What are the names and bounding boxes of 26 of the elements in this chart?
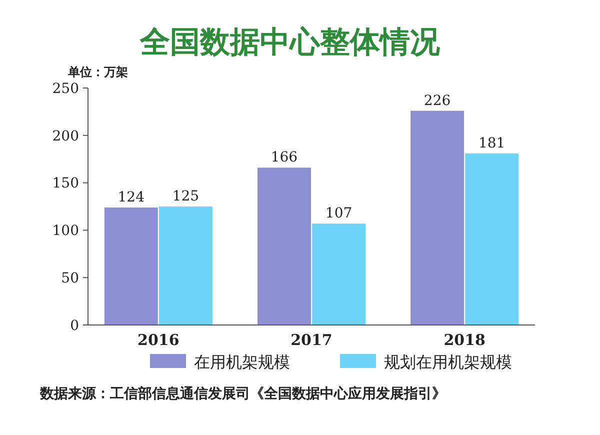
y-tick-label: 100: [52, 223, 79, 240]
data-label: 125: [172, 188, 200, 204]
y-tick-label: 0: [70, 318, 79, 334]
text: 单位：万架: [67, 65, 128, 79]
legend-label: 规划在用机架规模: [384, 352, 512, 372]
source-note: 数据来源：工信部信息通信发展司《全国数据中心应用发展指引》: [39, 385, 446, 402]
bar: [104, 207, 158, 325]
y-tick-label: 250: [52, 80, 79, 97]
chart-title: 全国数据中心整体情况: [139, 25, 441, 60]
data-label: 226: [424, 92, 451, 109]
legend-label: 在用机架规模: [194, 352, 290, 372]
x-tick-label: 2018: [444, 331, 486, 349]
bar: [312, 224, 366, 325]
y-tick-label: 50: [61, 270, 79, 286]
bar: [410, 110, 464, 325]
x-tick-label: 2017: [290, 331, 332, 349]
data-label: 124: [118, 189, 145, 206]
bar: [158, 206, 212, 325]
data-label: 166: [270, 150, 298, 166]
x-tick-label: 2016: [138, 331, 180, 349]
bar: [465, 153, 519, 325]
data-label: 107: [325, 206, 352, 222]
data-label: 181: [478, 135, 506, 152]
bar: [257, 168, 311, 325]
y-tick-label: 200: [52, 128, 79, 144]
y-tick-label: 150: [52, 176, 79, 192]
